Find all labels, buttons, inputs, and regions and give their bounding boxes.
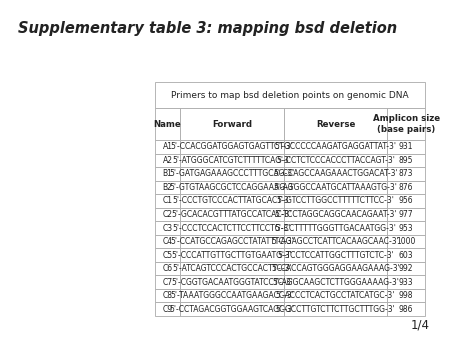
Text: C4: C4 xyxy=(162,237,173,246)
Text: Reverse: Reverse xyxy=(316,120,355,128)
Text: Forward: Forward xyxy=(212,120,252,128)
Text: A1: A1 xyxy=(162,142,172,151)
Text: 933: 933 xyxy=(399,277,414,287)
Text: 5'-GATGAGAAAGCCCTTTGCAG-3': 5'-GATGAGAAAGCCCTTTGCAG-3' xyxy=(169,169,295,178)
Text: 5'-ATGGGCATCGTCTTTTTCAG-3': 5'-ATGGGCATCGTCTTTTTCAG-3' xyxy=(172,156,291,165)
Text: 5'-CCTAGACGGTGGAAGTCAGC-3': 5'-CCTAGACGGTGGAAGTCAGC-3' xyxy=(169,305,294,314)
Text: 5'-TCCTCCATTGGCTTTGTCTC-3': 5'-TCCTCCATTGGCTTTGTCTC-3' xyxy=(277,250,394,260)
Text: B2: B2 xyxy=(162,183,172,192)
Text: 603: 603 xyxy=(399,250,414,260)
Text: 5'-CCAGCCAAGAAACTGGACAT-3': 5'-CCAGCCAAGAAACTGGACAT-3' xyxy=(273,169,398,178)
Text: Primers to map bsd deletion points on genomic DNA: Primers to map bsd deletion points on ge… xyxy=(171,91,409,99)
Text: 5'-GTGTAAGCGCTCCAGGAAAG-3': 5'-GTGTAAGCGCTCCAGGAAAG-3' xyxy=(169,183,295,192)
Text: 977: 977 xyxy=(399,210,414,219)
Text: C9: C9 xyxy=(162,305,173,314)
Text: 5'-CCCATTGTTGCTTGTGAATG-3': 5'-CCCATTGTTGCTTGTGAATG-3' xyxy=(171,250,292,260)
Text: 1/4: 1/4 xyxy=(411,318,430,332)
Text: 5'-ATCAGTCCCACTGCCACTTC-3': 5'-ATCAGTCCCACTGCCACTTC-3' xyxy=(172,264,292,273)
Text: C8: C8 xyxy=(162,291,172,300)
Text: 5'-CCCTCCACTCTTCCTTCCTG-3': 5'-CCCTCCACTCTTCCTTCCTG-3' xyxy=(173,223,291,233)
Text: A2: A2 xyxy=(162,156,172,165)
Text: 998: 998 xyxy=(399,291,414,300)
Text: 956: 956 xyxy=(399,196,414,206)
Text: C1: C1 xyxy=(162,196,172,206)
Text: C2: C2 xyxy=(162,210,172,219)
Text: 1000: 1000 xyxy=(396,237,416,246)
Text: Amplicon size
(base pairs): Amplicon size (base pairs) xyxy=(373,114,440,134)
Text: 5'-AGAGCCTCATTCACAAGCAAC-3': 5'-AGAGCCTCATTCACAAGCAAC-3' xyxy=(272,237,400,246)
Text: 5'-CCCTGTCCCACTTATGCACT-3': 5'-CCCTGTCCCACTTATGCACT-3' xyxy=(172,196,291,206)
Text: 5'-TAAATGGGCCAATGAAGACC-3': 5'-TAAATGGGCCAATGAAGACC-3' xyxy=(170,291,294,300)
Text: 5'-CACCAGTGGGAGGAAGAAAG-3': 5'-CACCAGTGGGAGGAAGAAAG-3' xyxy=(271,264,400,273)
Text: C3: C3 xyxy=(162,223,173,233)
Text: 5'-GCACACGTTTATGCCATCAC-3': 5'-GCACACGTTTATGCCATCAC-3' xyxy=(172,210,292,219)
Text: C7: C7 xyxy=(162,277,173,287)
Text: C6: C6 xyxy=(162,264,173,273)
Text: 5'-GTCCTTGGCCTTTTTCTTCC-3': 5'-GTCCTTGGCCTTTTTCTTCC-3' xyxy=(277,196,395,206)
Text: 873: 873 xyxy=(399,169,414,178)
Text: Supplementary table 3: mapping bsd deletion: Supplementary table 3: mapping bsd delet… xyxy=(18,21,397,35)
Text: 931: 931 xyxy=(399,142,414,151)
Text: 895: 895 xyxy=(399,156,414,165)
Text: B1: B1 xyxy=(162,169,172,178)
Text: 5'-CGGTGACAATGGGTATCCTC-3': 5'-CGGTGACAATGGGTATCCTC-3' xyxy=(171,277,293,287)
Text: 986: 986 xyxy=(399,305,414,314)
Text: 5'-AGGGCCAATGCATTAAAGTG-3': 5'-AGGGCCAATGCATTAAAGTG-3' xyxy=(274,183,397,192)
Text: 953: 953 xyxy=(399,223,414,233)
Text: 5'-CCACGGATGGAGTGAGTTCT-3': 5'-CCACGGATGGAGTGAGTTCT-3' xyxy=(171,142,293,151)
Text: 992: 992 xyxy=(399,264,414,273)
Text: 5'-GCCTTGTCTTCTTGCTTTGG-3': 5'-GCCTTGTCTTCTTGCTTTGG-3' xyxy=(276,305,396,314)
Text: 5'-CCATGCCAGAGCCTATATTTC-3': 5'-CCATGCCAGAGCCTATATTTC-3' xyxy=(170,237,294,246)
Text: 5'-CCTCTCCCACCCTTACCAGT-3': 5'-CCTCTCCCACCCTTACCAGT-3' xyxy=(276,156,395,165)
Text: 5'-GCCCCCAAGATGAGGATTAT-3': 5'-GCCCCCAAGATGAGGATTAT-3' xyxy=(274,142,396,151)
Text: 5'-AGGCAAGCTCTTGGGAAAAG-3': 5'-AGGCAAGCTCTTGGGAAAAG-3' xyxy=(272,277,399,287)
Text: 5'-CCTTTTTGGGTTGACAATGG-3': 5'-CCTTTTTGGGTTGACAATGG-3' xyxy=(274,223,396,233)
Text: 876: 876 xyxy=(399,183,414,192)
Text: 5'-TCCTAGGCAGGCAACAGAAT-3': 5'-TCCTAGGCAGGCAACAGAAT-3' xyxy=(274,210,397,219)
Text: Name: Name xyxy=(154,120,181,128)
Text: 5'-ACCCTCACTGCCTATCATGC-3': 5'-ACCCTCACTGCCTATCATGC-3' xyxy=(276,291,395,300)
Text: C5: C5 xyxy=(162,250,173,260)
